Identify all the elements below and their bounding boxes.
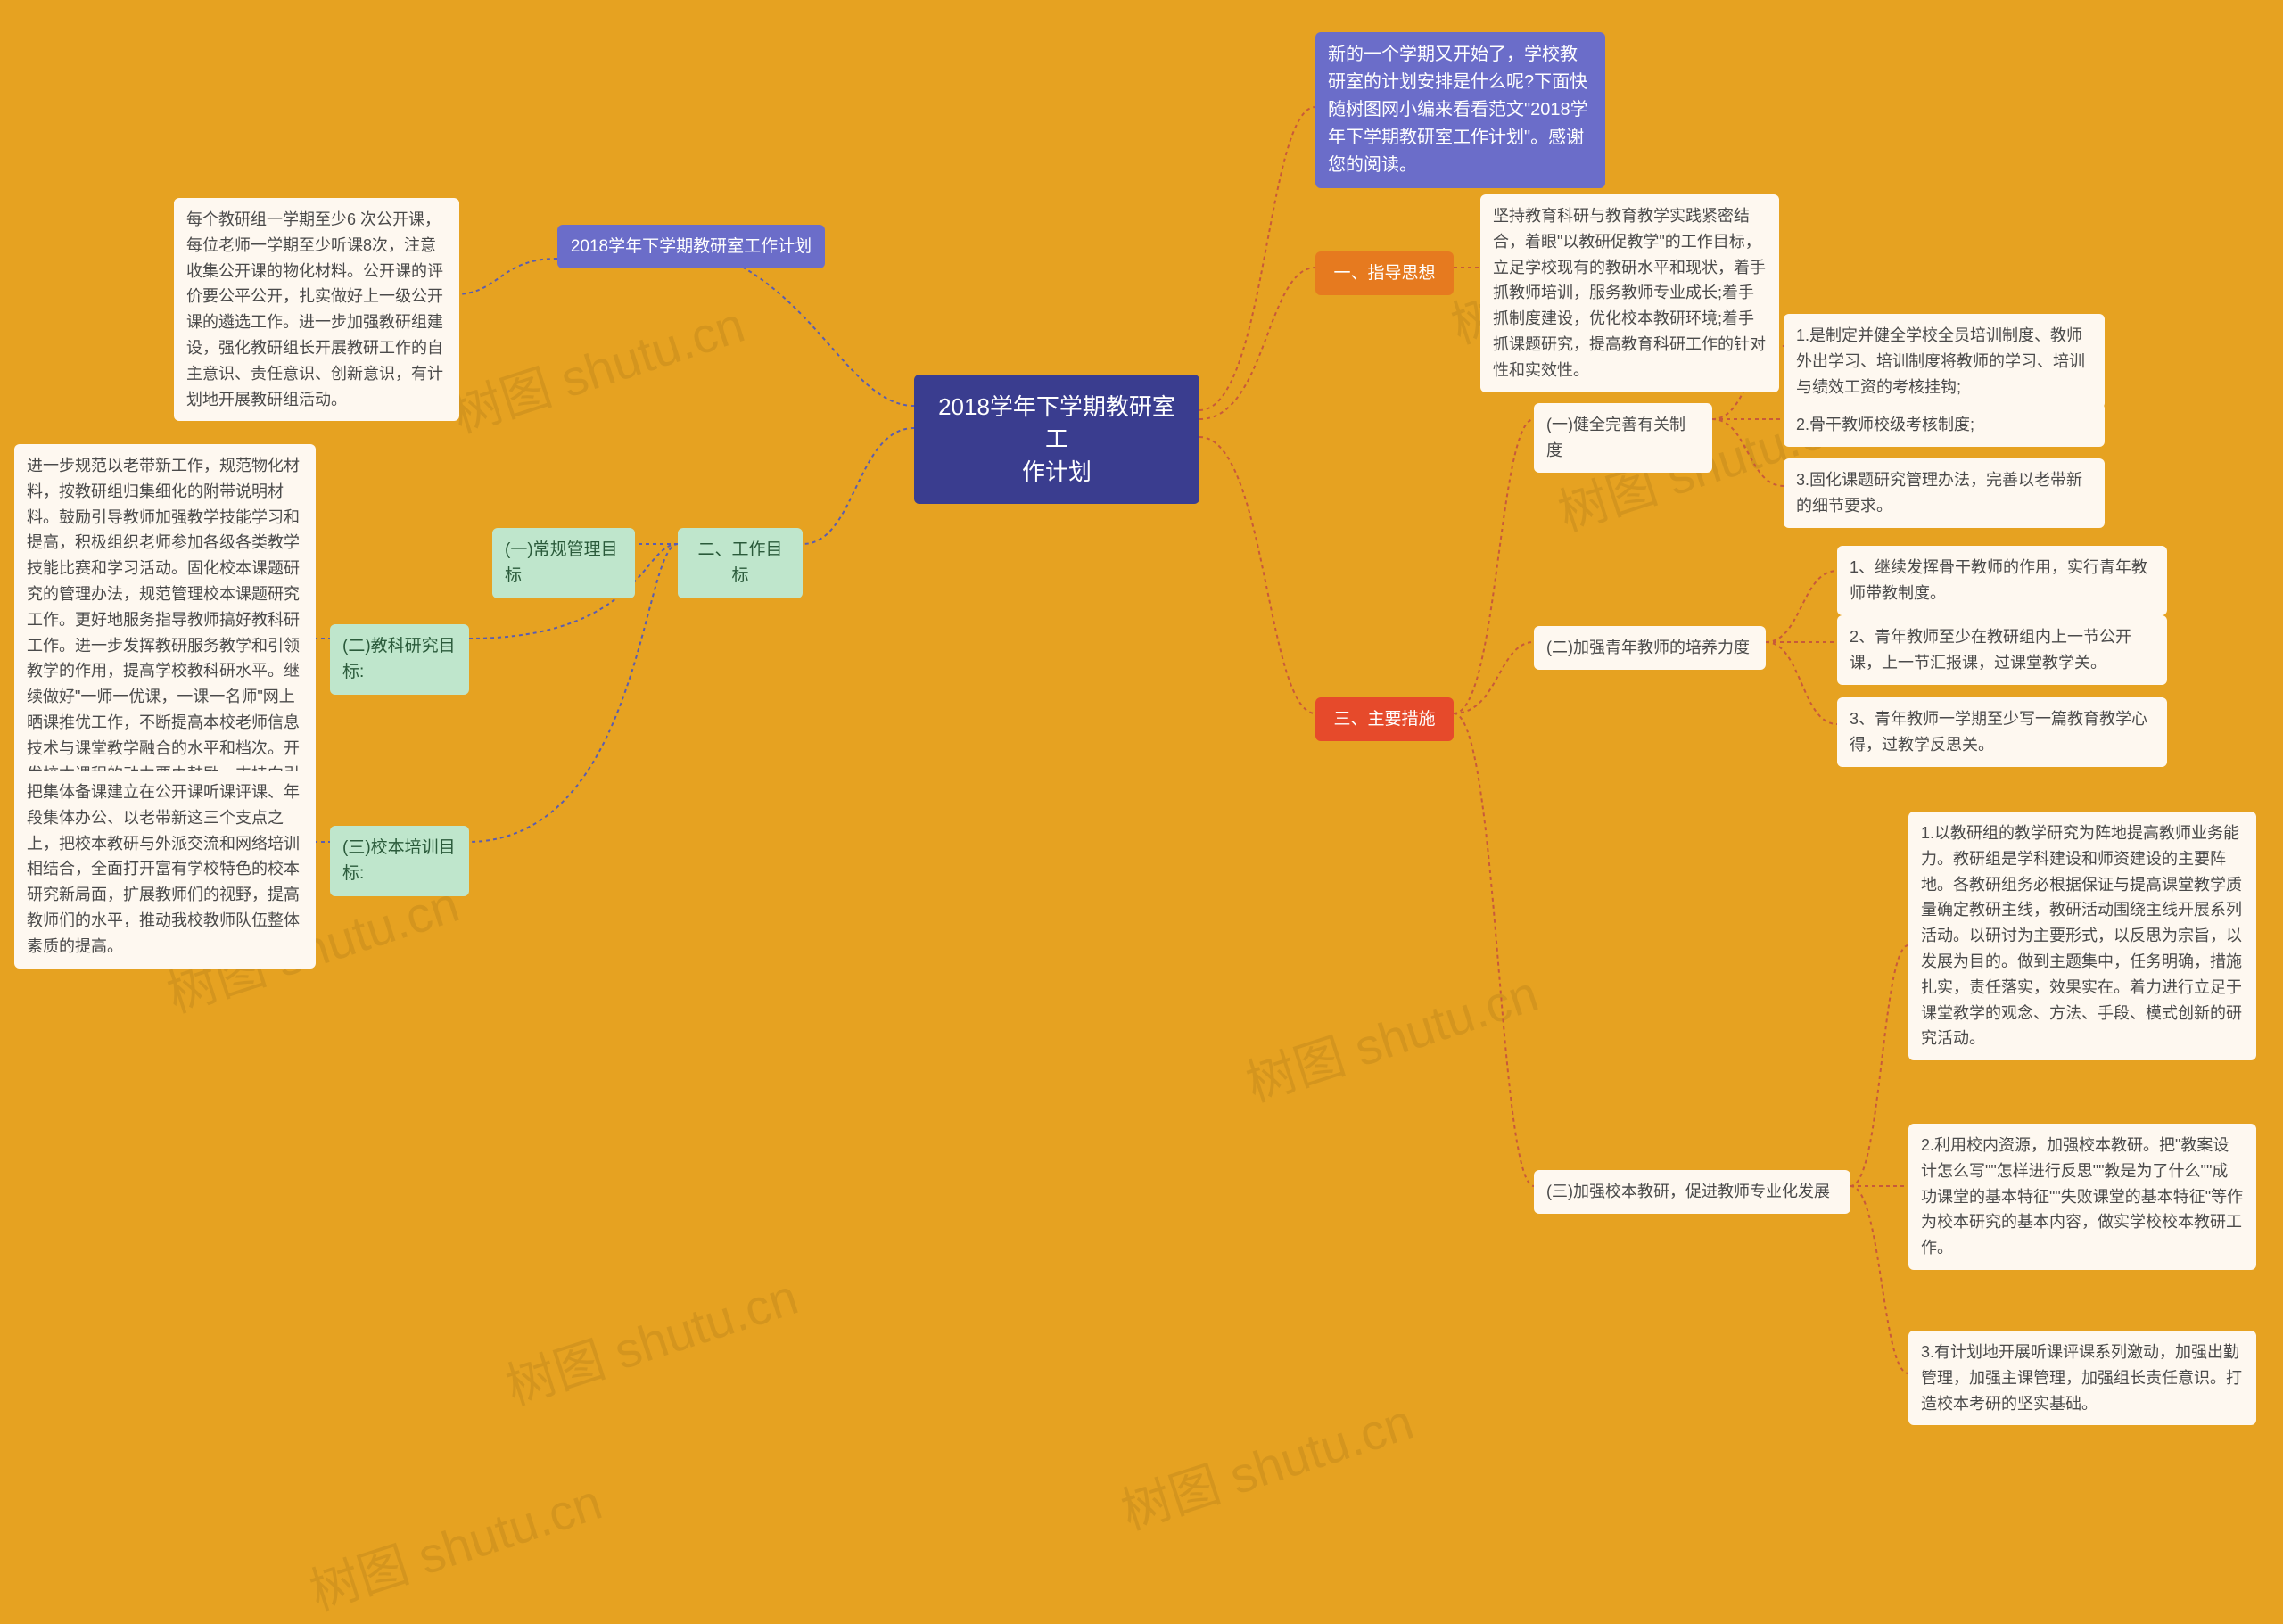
section3a-node[interactable]: (一)健全完善有关制度 xyxy=(1534,403,1712,473)
section2-node[interactable]: 二、工作目标 xyxy=(678,528,803,598)
watermark: 树图 shutu.cn xyxy=(1236,954,1546,1117)
sub1-leaf: 每个教研组一学期至少6 次公开课，每位老师一学期至少听课8次，注意收集公开课的物… xyxy=(174,198,459,421)
section3b-leaf3: 3、青年教师一学期至少写一篇教育教学心得，过教学反思关。 xyxy=(1837,697,2167,767)
watermark: 树图 shutu.cn xyxy=(300,1463,610,1624)
intro-leaf: 新的一个学期又开始了，学校教研室的计划安排是什么呢?下面快随树图网小编来看看范文… xyxy=(1315,32,1605,188)
watermark: 树图 shutu.cn xyxy=(496,1257,806,1420)
section3c-leaf3: 3.有计划地开展听课评课系列激动，加强出勤管理，加强主课管理，加强组长责任意识。… xyxy=(1908,1331,2256,1425)
root-node[interactable]: 2018学年下学期教研室工 作计划 xyxy=(914,375,1199,504)
section2c-leaf: 把集体备课建立在公开课听课评课、年段集体办公、以老带新这三个支点之上，把校本教研… xyxy=(14,771,316,969)
section3c-node[interactable]: (三)加强校本教研，促进教师专业化发展 xyxy=(1534,1170,1850,1214)
section3a-leaf2: 2.骨干教师校级考核制度; xyxy=(1784,403,2105,447)
section2b-node[interactable]: (二)教科研究目标: xyxy=(330,624,469,695)
section1-node[interactable]: 一、指导思想 xyxy=(1315,251,1454,295)
watermark: 树图 shutu.cn xyxy=(1111,1382,1422,1545)
section3c-leaf1: 1.以教研组的教学研究为阵地提高教师业务能力。教研组是学科建设和师资建设的主要阵… xyxy=(1908,812,2256,1060)
watermark: 树图 shutu.cn xyxy=(442,285,753,448)
subtitle-node[interactable]: 2018学年下学期教研室工作计划 xyxy=(557,225,825,268)
section1-leaf: 坚持教育科研与教育教学实践紧密结合，着眼"以教研促教学"的工作目标，立足学校现有… xyxy=(1480,194,1779,392)
section3a-leaf1: 1.是制定并健全学校全员培训制度、教师外出学习、培训制度将教师的学习、培训与绩效… xyxy=(1784,314,2105,408)
section3-node[interactable]: 三、主要措施 xyxy=(1315,697,1454,741)
section3b-leaf2: 2、青年教师至少在教研组内上一节公开课，上一节汇报课，过课堂教学关。 xyxy=(1837,615,2167,685)
section3b-node[interactable]: (二)加强青年教师的培养力度 xyxy=(1534,626,1766,670)
section3c-leaf2: 2.利用校内资源，加强校本教研。把"教案设计怎么写""怎样进行反思""教是为了什… xyxy=(1908,1124,2256,1270)
section3a-leaf3: 3.固化课题研究管理办法，完善以老带新的细节要求。 xyxy=(1784,458,2105,528)
section2c-node[interactable]: (三)校本培训目标: xyxy=(330,826,469,896)
section3b-leaf1: 1、继续发挥骨干教师的作用，实行青年教师带教制度。 xyxy=(1837,546,2167,615)
section2a-node[interactable]: (一)常规管理目标 xyxy=(492,528,635,598)
